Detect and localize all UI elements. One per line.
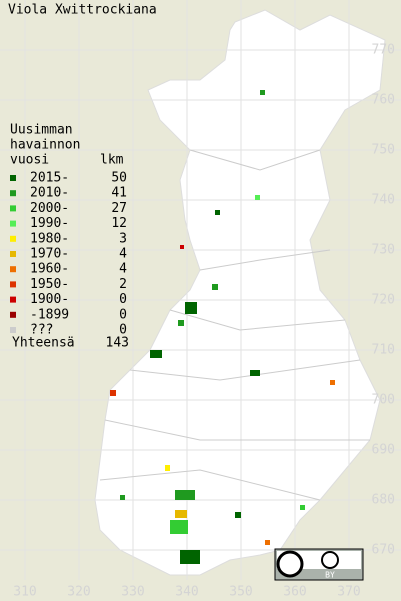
record (175, 490, 195, 500)
legend-swatch (10, 190, 16, 197)
x-axis-label: 320 (67, 585, 90, 600)
legend-label: 1950- (30, 277, 69, 292)
legend-count: 3 (119, 231, 127, 246)
legend-swatch (10, 175, 16, 181)
legend-label: 1960- (30, 262, 69, 277)
legend-label: 2015- (30, 171, 69, 186)
legend-swatch (10, 311, 16, 318)
y-axis-label: 760 (372, 93, 395, 108)
legend-count: 27 (111, 201, 127, 216)
badge-label: BY (325, 571, 335, 580)
total-count: 143 (106, 336, 129, 351)
record (175, 510, 187, 518)
record (260, 90, 265, 95)
legend-swatch (10, 281, 16, 288)
y-axis-label: 750 (372, 143, 395, 158)
x-axis-label: 330 (121, 585, 144, 600)
record (250, 370, 260, 376)
legend-count: 0 (119, 307, 127, 322)
x-axis-label: 310 (13, 585, 36, 600)
record (255, 195, 260, 200)
regions (99, 149, 370, 501)
record (180, 245, 184, 249)
y-axis-label: 700 (372, 393, 395, 408)
record (235, 512, 241, 518)
y-axis-label: 680 (372, 493, 395, 508)
record (185, 302, 197, 314)
record (165, 465, 170, 471)
records (110, 90, 335, 564)
legend-label: 1980- (30, 231, 69, 246)
title: Viola Xwittrockiana (8, 3, 157, 18)
record (170, 520, 188, 534)
record (110, 390, 116, 396)
record (150, 350, 162, 358)
record (180, 550, 200, 564)
cc-badge: BY (274, 548, 364, 581)
legend-heading: havainnon (10, 138, 80, 153)
legend-heading: Uusimman (10, 123, 73, 138)
legend-label: ??? (30, 323, 53, 338)
legend-swatch (10, 251, 16, 257)
legend-label: 2010- (30, 186, 69, 201)
legend-count: 0 (119, 323, 127, 338)
legend-heading: vuosi (10, 153, 49, 168)
x-axis-label: 350 (229, 585, 252, 600)
y-axis-label: 770 (372, 43, 395, 58)
finland (94, 9, 386, 576)
y-axis-label: 710 (372, 343, 395, 358)
legend-label: 1970- (30, 247, 69, 262)
legend-count: 0 (119, 292, 127, 307)
x-axis-label: 340 (175, 585, 198, 600)
grid (0, 0, 401, 580)
legend-swatch (10, 327, 16, 333)
y-axis-label: 740 (372, 193, 395, 208)
x-axis-label: 370 (337, 585, 360, 600)
legend-swatch (10, 296, 16, 303)
record (330, 380, 335, 385)
total-label: Yhteensä (12, 336, 75, 351)
record (215, 210, 220, 215)
legend-swatch (10, 235, 16, 242)
legend-swatch (10, 205, 16, 212)
region-border (99, 149, 370, 501)
legend-count: 41 (111, 186, 127, 201)
y-axis-label: 720 (372, 293, 395, 308)
legend-label: -1899 (30, 307, 69, 322)
y-axis-label: 670 (372, 543, 395, 558)
y-axis-label: 730 (372, 243, 395, 258)
legend-swatch (10, 266, 16, 273)
legend-count: 12 (111, 216, 127, 231)
legend-count: 4 (119, 247, 127, 262)
legend-label: 1900- (30, 292, 69, 307)
record (212, 284, 218, 290)
record (120, 495, 125, 500)
legend-label: 1990- (30, 216, 69, 231)
record (178, 320, 184, 326)
legend-count: 50 (111, 171, 127, 186)
y-axis-label: 690 (372, 443, 395, 458)
legend-count: 4 (119, 262, 127, 277)
legend-count: 2 (119, 277, 127, 292)
record (300, 505, 305, 510)
legend-swatch (10, 220, 16, 227)
legend-count-heading: lkm (100, 153, 124, 168)
legend-label: 2000- (30, 201, 69, 216)
x-axis-label: 360 (283, 585, 306, 600)
record (265, 540, 270, 545)
